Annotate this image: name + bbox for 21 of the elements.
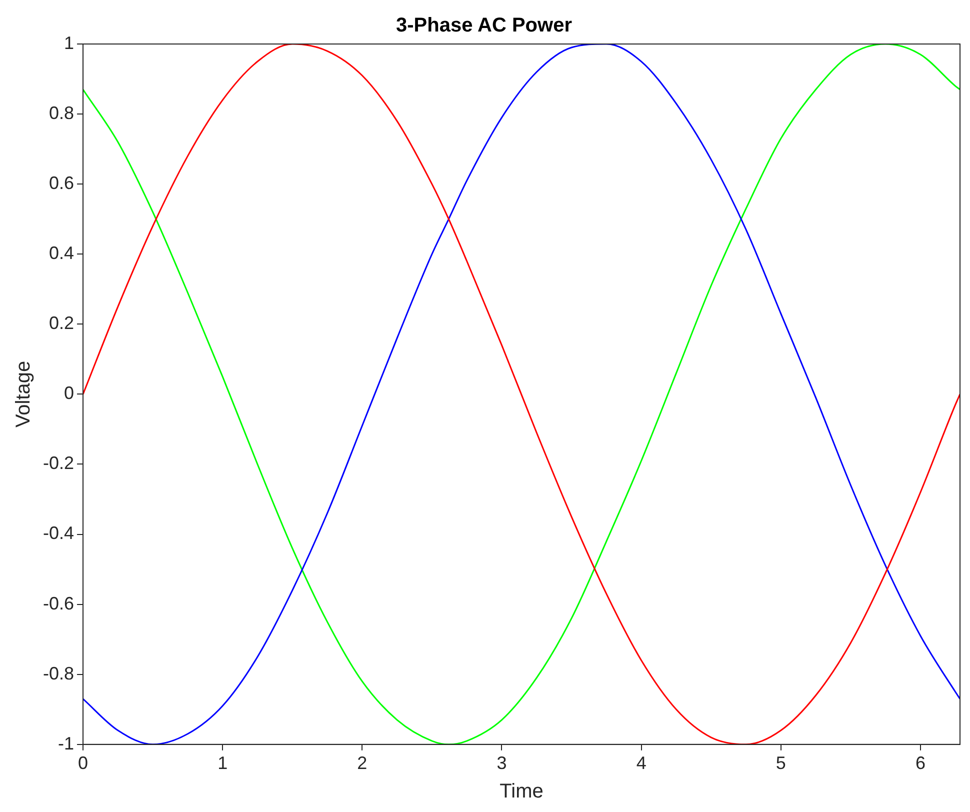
x-tick-label: 3 [496, 753, 507, 774]
y-tick-label: -0.6 [42, 593, 74, 614]
y-axis-title: Voltage [12, 360, 35, 428]
y-tick-label: 1 [64, 32, 74, 53]
x-tick-label: 5 [776, 753, 786, 774]
x-tick-label: 0 [78, 753, 88, 774]
chart-title: 3-Phase AC Power [396, 14, 572, 37]
x-tick-label: 2 [357, 753, 368, 774]
y-tick-label: 0 [64, 383, 74, 404]
y-tick-label: -0.2 [42, 453, 74, 474]
y-tick-label: -1 [58, 733, 74, 754]
x-tick-label: 1 [218, 753, 228, 774]
x-axis-title: Time [500, 780, 544, 803]
y-tick-label: 0.2 [48, 313, 74, 334]
y-tick-label: -0.8 [42, 663, 74, 684]
y-tick-label: 0.4 [48, 243, 74, 264]
y-tick-label: -0.4 [42, 523, 74, 544]
y-tick-label: 0.8 [48, 103, 74, 124]
y-tick-label: 0.6 [48, 173, 74, 194]
x-tick-label: 4 [636, 753, 646, 774]
x-tick-label: 6 [915, 753, 926, 774]
